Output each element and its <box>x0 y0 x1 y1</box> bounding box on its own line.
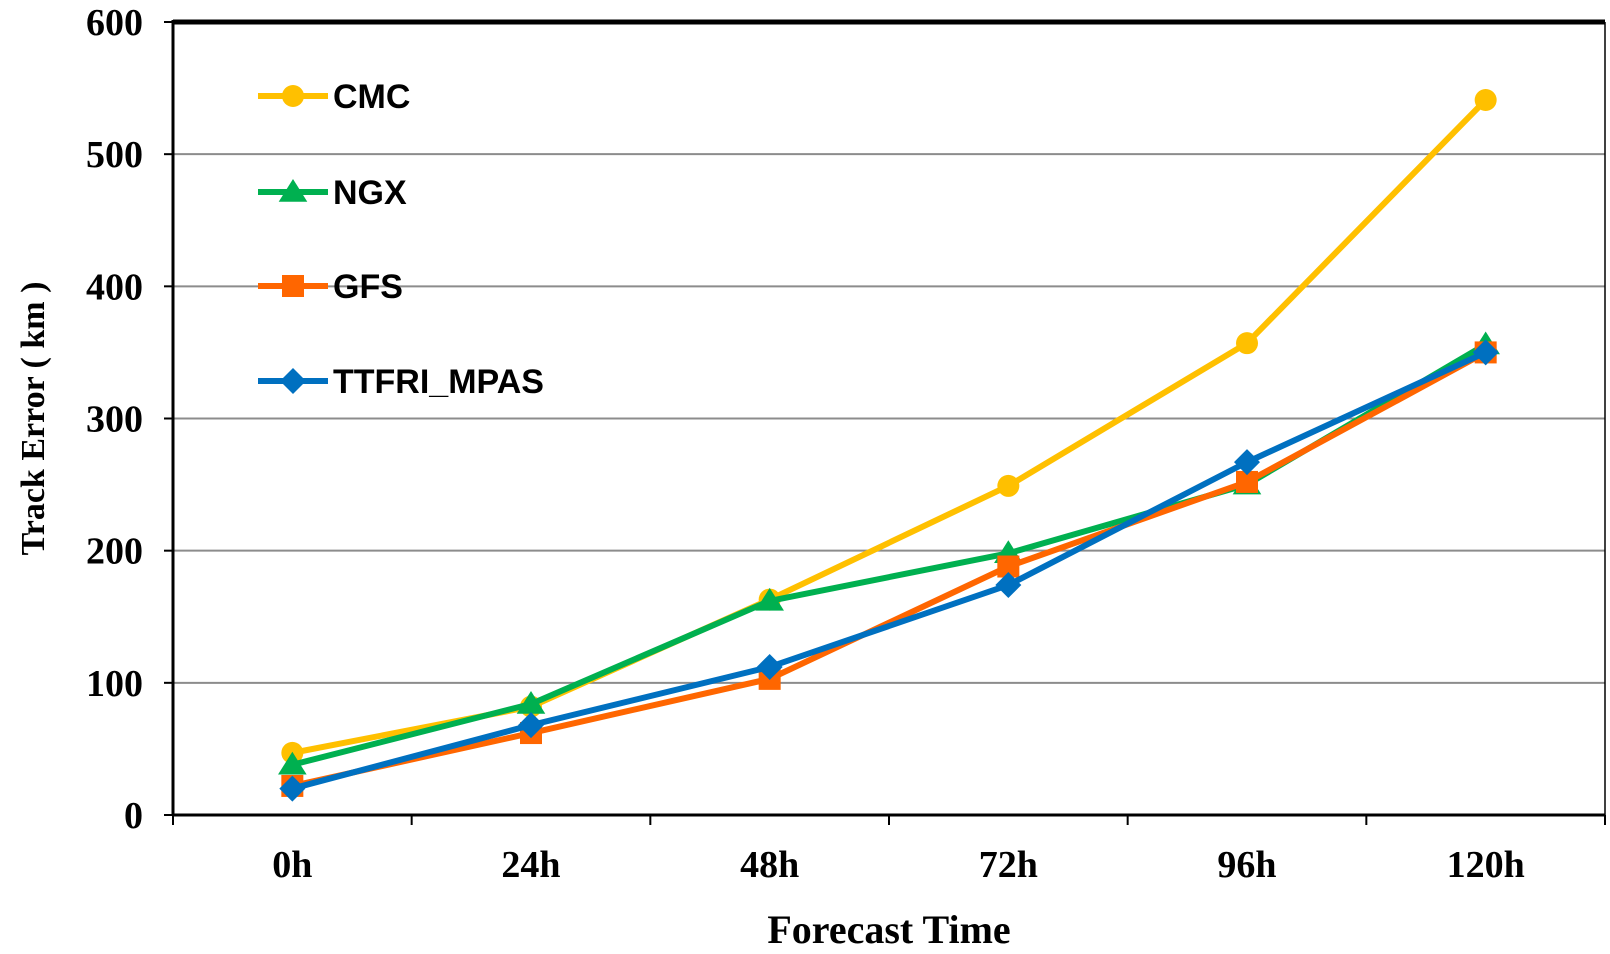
y-tick-label: 200 <box>86 531 143 573</box>
legend-marker <box>278 179 308 202</box>
legend-label: NGX <box>333 174 407 212</box>
y-tick-label: 300 <box>86 399 143 441</box>
series-lines <box>278 88 1500 802</box>
gridlines <box>173 21 1605 684</box>
series-gfs <box>281 341 1497 797</box>
legend-marker <box>282 85 304 107</box>
x-tick-label: 24h <box>501 844 560 886</box>
data-point <box>997 474 1020 497</box>
legend-marker <box>280 368 306 394</box>
x-tick-label: 72h <box>979 844 1038 886</box>
data-point <box>1236 470 1258 493</box>
legend-item: NGX <box>258 174 407 212</box>
data-point <box>995 572 1022 599</box>
y-axis-label: Track Error ( km ) <box>15 282 52 556</box>
data-point <box>516 690 546 714</box>
data-point <box>279 775 306 802</box>
legend-item: CMC <box>258 78 410 116</box>
x-tick-label: 96h <box>1217 844 1276 886</box>
series-cmc <box>281 88 1497 764</box>
y-tick-label: 400 <box>86 266 143 308</box>
legend: CMC NGX GFS TTFRI_MPAS <box>258 78 544 401</box>
series-line <box>289 96 1489 756</box>
legend-marker <box>282 275 304 297</box>
y-tick-label: 500 <box>86 134 143 176</box>
data-point <box>1236 332 1258 355</box>
x-tick-label: 0h <box>272 844 312 886</box>
x-axis-label: Forecast Time <box>767 907 1010 949</box>
data-point <box>756 653 783 680</box>
data-point <box>278 751 307 775</box>
data-point <box>1234 449 1260 476</box>
data-point <box>518 712 544 739</box>
y-tick-label: 100 <box>86 663 143 705</box>
data-point <box>997 555 1020 578</box>
legend-label: CMC <box>333 78 410 116</box>
series-line <box>289 349 1489 789</box>
series-line <box>289 341 1489 768</box>
legend-item: TTFRI_MPAS <box>258 363 544 401</box>
axes: 0 100 200 300 400 500 600 0h 24h 48h 72h 96h 120h <box>86 2 1606 886</box>
legend-label: TTFRI_MPAS <box>333 363 544 401</box>
x-tick-label: 120h <box>1447 844 1525 886</box>
legend-item: GFS <box>258 268 403 306</box>
data-point <box>1472 339 1499 366</box>
x-tick-label: 48h <box>740 844 799 886</box>
data-point <box>755 587 784 611</box>
series-line <box>289 349 1489 792</box>
series-ttfri_mpas <box>279 339 1499 802</box>
y-tick-label: 0 <box>124 795 143 837</box>
y-tick-label: 600 <box>86 2 143 44</box>
legend-label: GFS <box>333 268 403 306</box>
data-point <box>1474 88 1497 111</box>
